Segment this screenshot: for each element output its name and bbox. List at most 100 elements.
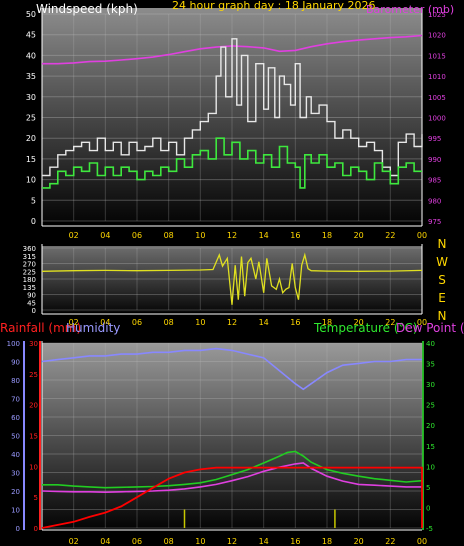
wind-average-line bbox=[42, 137, 422, 189]
temp-tick: 15 bbox=[426, 443, 435, 451]
temp-x-tick: 08 bbox=[164, 537, 174, 546]
direction-x-tick: 16 bbox=[290, 318, 300, 327]
compass-letter: N bbox=[438, 237, 447, 251]
dew-point-line bbox=[41, 462, 422, 494]
direction-x-tick: 10 bbox=[195, 318, 205, 327]
direction-left-tick: 225 bbox=[23, 268, 36, 276]
rain-tick: 15 bbox=[29, 433, 38, 441]
temp-tick: 35 bbox=[426, 361, 435, 369]
wind-left-tick: 5 bbox=[31, 196, 36, 205]
temp-tick: 40 bbox=[426, 340, 435, 348]
temp-tick: 20 bbox=[426, 422, 435, 430]
rainfall-line bbox=[41, 466, 423, 529]
direction-left-tick: 315 bbox=[23, 253, 36, 261]
rain-tick: 30 bbox=[29, 340, 38, 348]
temp-tick: 0 bbox=[426, 504, 430, 512]
direction-left-tick: 180 bbox=[23, 276, 36, 284]
rain-tick: 5 bbox=[34, 494, 38, 502]
wind-x-tick: 06 bbox=[132, 231, 142, 240]
baro-right-tick: 1025 bbox=[428, 11, 446, 19]
temp-x-tick: 12 bbox=[227, 537, 237, 546]
wind-left-tick: 35 bbox=[26, 72, 36, 81]
humidity-line bbox=[41, 347, 422, 391]
baro-right-tick: 995 bbox=[428, 135, 441, 143]
wind-left-tick: 0 bbox=[31, 217, 36, 226]
rain-tick: 10 bbox=[29, 463, 38, 471]
wind-x-tick: 12 bbox=[227, 231, 237, 240]
direction-x-tick: 18 bbox=[322, 318, 332, 327]
baro-right-tick: 1000 bbox=[428, 115, 446, 123]
wind-left-label: Windspeed (kph) bbox=[36, 2, 138, 16]
humidity-tick: 30 bbox=[11, 470, 20, 478]
direction-left-tick: 135 bbox=[23, 284, 36, 292]
direction-x-tick: 20 bbox=[354, 318, 364, 327]
wind-right-label: Barometer (mb) bbox=[366, 3, 454, 16]
humidity-tick: 100 bbox=[7, 340, 20, 348]
direction-x-tick: 06 bbox=[132, 318, 142, 327]
temp-tick: 10 bbox=[426, 463, 435, 471]
temp-tick: 25 bbox=[426, 402, 435, 410]
wind-left-tick: 15 bbox=[26, 155, 36, 164]
compass-letter: E bbox=[438, 291, 446, 305]
wind-x-tick: 08 bbox=[164, 231, 174, 240]
temp-tick: 5 bbox=[426, 484, 430, 492]
rain-tick: 20 bbox=[29, 402, 38, 410]
direction-x-tick: 14 bbox=[259, 318, 269, 327]
temp-axis-label: Temperature (°C) bbox=[313, 321, 418, 335]
direction-left-tick: 270 bbox=[23, 261, 36, 269]
wind-x-tick: 22 bbox=[385, 231, 395, 240]
temp-x-tick: 22 bbox=[385, 537, 395, 546]
humidity-tick: 60 bbox=[11, 414, 20, 422]
baro-right-tick: 1020 bbox=[428, 32, 446, 40]
humidity-tick: 10 bbox=[11, 507, 20, 515]
direction-left-tick: 0 bbox=[32, 307, 36, 315]
temp-plot-area bbox=[42, 343, 422, 528]
temperature-line bbox=[42, 450, 423, 489]
temp-tick: 30 bbox=[426, 381, 435, 389]
wind-x-tick: 20 bbox=[354, 231, 364, 240]
wind-left-tick: 10 bbox=[26, 176, 36, 185]
direction-x-tick: 00 bbox=[417, 318, 427, 327]
wind-x-tick: 18 bbox=[322, 231, 332, 240]
humidity-tick: 20 bbox=[11, 488, 20, 496]
compass-letter: N bbox=[438, 309, 447, 323]
direction-x-tick: 04 bbox=[100, 318, 110, 327]
temp-x-tick: 14 bbox=[259, 537, 269, 546]
humidity-axis-label: Humidity bbox=[66, 321, 120, 335]
compass-letter: S bbox=[438, 273, 446, 287]
temp-x-tick: 10 bbox=[195, 537, 205, 546]
humidity-tick: 70 bbox=[11, 396, 20, 404]
wind-left-tick: 20 bbox=[26, 134, 36, 143]
direction-x-tick: 08 bbox=[164, 318, 174, 327]
baro-right-tick: 1015 bbox=[428, 52, 446, 60]
direction-left-tick: 90 bbox=[27, 292, 36, 300]
wind-x-tick: 14 bbox=[259, 231, 269, 240]
temp-x-tick: 06 bbox=[132, 537, 142, 546]
wind-x-tick: 00 bbox=[417, 231, 427, 240]
humidity-tick: 40 bbox=[11, 451, 20, 459]
compass-letter: W bbox=[436, 255, 448, 269]
rain-tick: 25 bbox=[29, 371, 38, 379]
rain-tick: 0 bbox=[34, 525, 38, 533]
direction-left-tick: 45 bbox=[27, 299, 36, 307]
rain-axis-label: Rainfall (mm) bbox=[0, 321, 81, 335]
direction-x-tick: 12 bbox=[227, 318, 237, 327]
chart-title: 24 hour graph day : 18 January 2026 bbox=[172, 0, 376, 12]
direction-x-tick: 02 bbox=[69, 318, 79, 327]
wind-direction-line bbox=[41, 252, 423, 305]
wind-x-tick: 04 bbox=[100, 231, 110, 240]
wind-x-tick: 10 bbox=[195, 231, 205, 240]
wind-gust-line bbox=[42, 38, 423, 177]
wind-x-tick: 16 bbox=[290, 231, 300, 240]
temp-tick: -5 bbox=[426, 525, 433, 533]
temp-x-tick: 02 bbox=[69, 537, 79, 546]
dew-axis-label: Dew Point (°C) bbox=[396, 321, 464, 335]
wind-left-tick: 45 bbox=[26, 31, 36, 40]
baro-right-tick: 975 bbox=[428, 218, 441, 226]
wind-left-tick: 30 bbox=[26, 93, 36, 102]
temp-x-tick: 00 bbox=[417, 537, 427, 546]
temp-x-tick: 16 bbox=[290, 537, 300, 546]
direction-x-tick: 22 bbox=[385, 318, 395, 327]
baro-right-tick: 980 bbox=[428, 197, 441, 205]
